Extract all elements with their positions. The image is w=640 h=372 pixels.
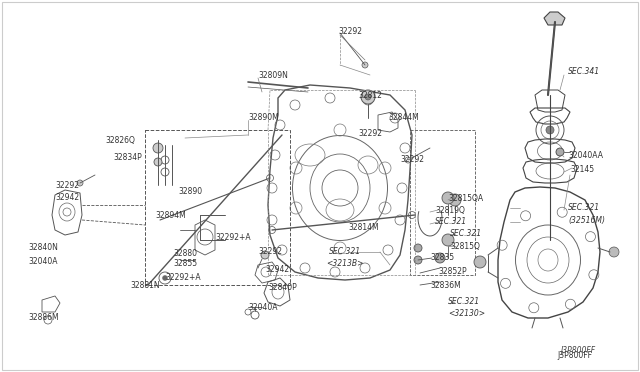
Circle shape bbox=[474, 256, 486, 268]
Text: 32834P: 32834P bbox=[113, 154, 141, 163]
Text: 32814M: 32814M bbox=[348, 224, 379, 232]
Circle shape bbox=[153, 143, 163, 153]
Bar bbox=[410, 130, 475, 275]
Polygon shape bbox=[544, 12, 565, 25]
Text: 32040A: 32040A bbox=[28, 257, 58, 266]
Text: 32809N: 32809N bbox=[258, 71, 288, 80]
Text: (32516M): (32516M) bbox=[568, 215, 605, 224]
Text: 32826Q: 32826Q bbox=[105, 135, 135, 144]
Circle shape bbox=[546, 126, 554, 134]
Text: 32890: 32890 bbox=[178, 187, 202, 196]
Text: 32840P: 32840P bbox=[268, 283, 297, 292]
Text: SEC.321: SEC.321 bbox=[435, 218, 467, 227]
Text: SEC.321: SEC.321 bbox=[448, 298, 480, 307]
Text: 32835: 32835 bbox=[430, 253, 454, 263]
Circle shape bbox=[365, 94, 371, 100]
Circle shape bbox=[361, 90, 375, 104]
Text: 32852P: 32852P bbox=[438, 267, 467, 276]
Circle shape bbox=[414, 256, 422, 264]
Text: J3P800FF: J3P800FF bbox=[557, 350, 592, 359]
Circle shape bbox=[362, 62, 368, 68]
Circle shape bbox=[261, 251, 269, 259]
Text: 32844M: 32844M bbox=[388, 112, 419, 122]
Text: 32040AA: 32040AA bbox=[568, 151, 603, 160]
Text: 32292: 32292 bbox=[358, 128, 382, 138]
Text: SEC.321: SEC.321 bbox=[450, 230, 482, 238]
Text: 32292: 32292 bbox=[338, 28, 362, 36]
Text: 32812: 32812 bbox=[358, 90, 382, 99]
Text: 32292: 32292 bbox=[55, 180, 79, 189]
Text: 32942: 32942 bbox=[265, 266, 289, 275]
Circle shape bbox=[77, 180, 83, 186]
Circle shape bbox=[154, 158, 162, 166]
Text: 32292+A: 32292+A bbox=[215, 232, 251, 241]
Text: <3213B>: <3213B> bbox=[326, 259, 364, 267]
Text: 32145: 32145 bbox=[570, 166, 594, 174]
Text: 32815QA: 32815QA bbox=[448, 193, 483, 202]
Circle shape bbox=[435, 253, 445, 263]
Text: 32942: 32942 bbox=[55, 193, 79, 202]
Text: 32815Q: 32815Q bbox=[450, 241, 480, 250]
Text: 32292: 32292 bbox=[400, 155, 424, 164]
Text: 32890M: 32890M bbox=[248, 113, 279, 122]
Circle shape bbox=[163, 276, 168, 280]
Text: SEC.321: SEC.321 bbox=[568, 203, 600, 212]
Circle shape bbox=[442, 234, 454, 246]
Text: J3P800FF: J3P800FF bbox=[560, 346, 595, 355]
Bar bbox=[145, 130, 290, 285]
Text: 32881N: 32881N bbox=[130, 280, 159, 289]
Text: 32836M: 32836M bbox=[430, 280, 461, 289]
Text: <32130>: <32130> bbox=[448, 310, 485, 318]
Text: 32886M: 32886M bbox=[28, 314, 59, 323]
Text: SEC.321: SEC.321 bbox=[329, 247, 361, 257]
Text: 32840N: 32840N bbox=[28, 244, 58, 253]
Circle shape bbox=[414, 244, 422, 252]
Text: 32819Q: 32819Q bbox=[435, 205, 465, 215]
Text: 32292: 32292 bbox=[258, 247, 282, 257]
Text: 32894M: 32894M bbox=[155, 211, 186, 219]
Text: SEC.341: SEC.341 bbox=[568, 67, 600, 77]
Circle shape bbox=[442, 192, 454, 204]
Text: 32855: 32855 bbox=[173, 259, 197, 267]
Circle shape bbox=[556, 148, 564, 156]
Text: 32040A: 32040A bbox=[248, 304, 278, 312]
Circle shape bbox=[609, 247, 619, 257]
Text: 32292+A: 32292+A bbox=[165, 273, 200, 282]
Text: 32880: 32880 bbox=[173, 248, 197, 257]
Circle shape bbox=[449, 194, 461, 206]
